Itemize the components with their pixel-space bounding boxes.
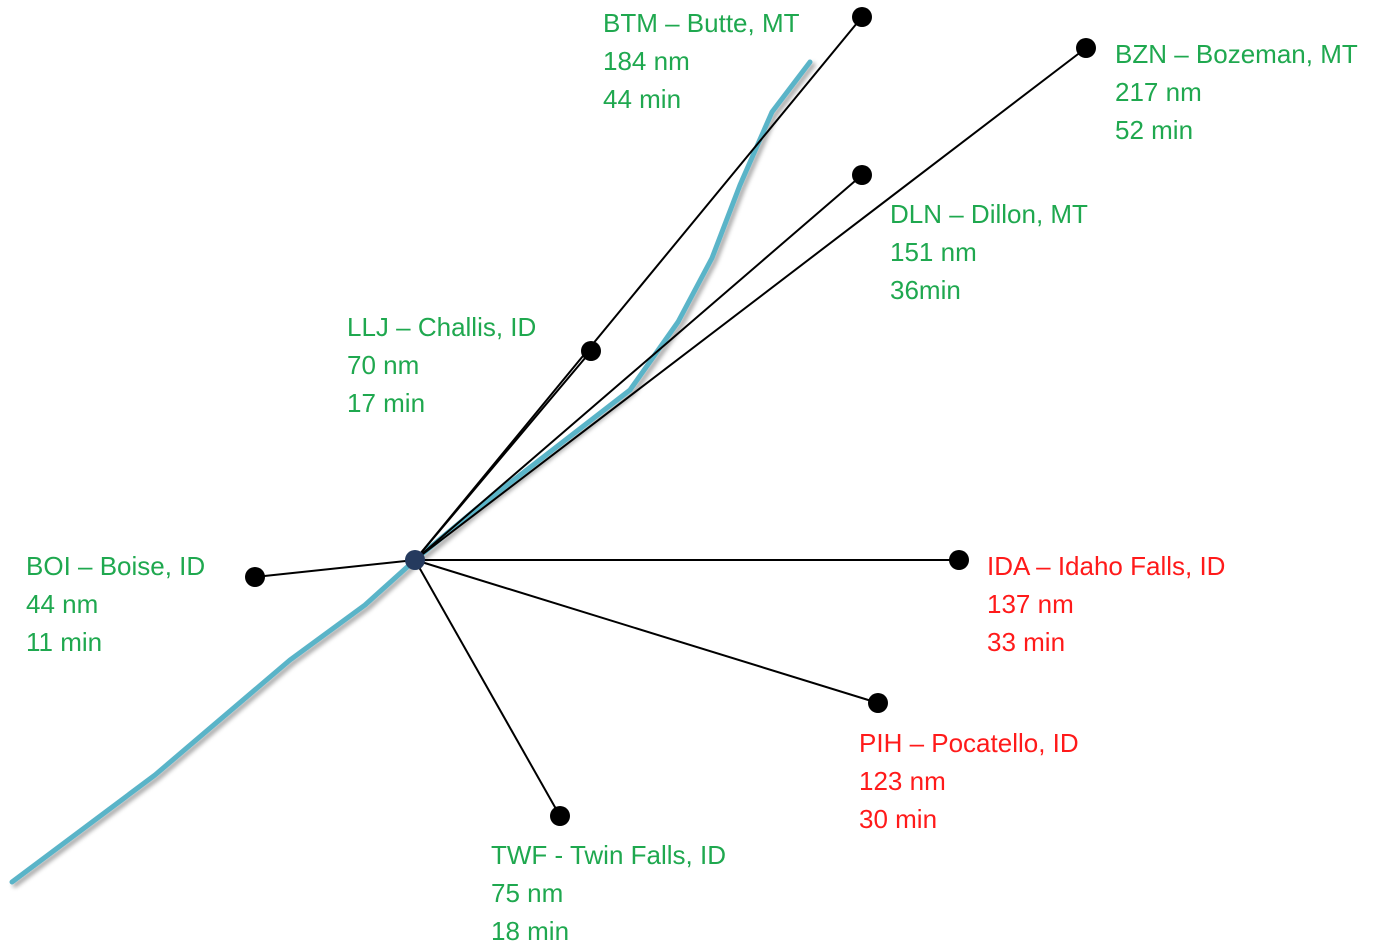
route-line-btm xyxy=(414,16,863,561)
label-dln-name: DLN – Dillon, MT xyxy=(890,199,1088,229)
label-bzn-time: 52 min xyxy=(1115,115,1194,145)
marker-bzn[interactable] xyxy=(1076,38,1096,58)
route-lines xyxy=(254,16,1087,817)
label-dln-time: 36min xyxy=(890,275,961,305)
marker-btm[interactable] xyxy=(852,7,872,27)
label-dln-distance: 151 nm xyxy=(890,237,977,267)
label-boi-distance: 44 nm xyxy=(26,589,99,619)
label-bzn-distance: 217 nm xyxy=(1115,77,1202,107)
label-llj-distance: 70 nm xyxy=(347,350,420,380)
marker-twf[interactable] xyxy=(550,806,570,826)
label-twf: TWF - Twin Falls, ID 75 nm 18 min xyxy=(491,836,726,950)
label-bzn: BZN – Bozeman, MT 217 nm 52 min xyxy=(1115,35,1358,149)
destination-markers xyxy=(245,7,1096,826)
label-llj-name: LLJ – Challis, ID xyxy=(347,312,537,342)
label-twf-distance: 75 nm xyxy=(491,878,564,908)
hub-origin-marker[interactable] xyxy=(405,550,425,570)
marker-llj[interactable] xyxy=(581,341,601,361)
label-bzn-name: BZN – Bozeman, MT xyxy=(1115,39,1358,69)
label-boi-time: 11 min xyxy=(26,627,103,657)
label-pih: PIH – Pocatello, ID 123 nm 30 min xyxy=(859,724,1079,838)
label-ida: IDA – Idaho Falls, ID 137 nm 33 min xyxy=(987,547,1225,661)
label-twf-time: 18 min xyxy=(491,916,570,946)
label-ida-time: 33 min xyxy=(987,627,1066,657)
label-ida-distance: 137 nm xyxy=(987,589,1074,619)
marker-ida[interactable] xyxy=(949,550,969,570)
label-btm: BTM – Butte, MT 184 nm 44 min xyxy=(603,4,800,118)
label-llj: LLJ – Challis, ID 70 nm 17 min xyxy=(347,308,536,422)
label-twf-name: TWF - Twin Falls, ID xyxy=(491,840,726,870)
route-line-llj xyxy=(414,350,592,561)
label-pih-name: PIH – Pocatello, ID xyxy=(859,728,1079,758)
route-line-twf xyxy=(414,559,561,817)
route-line-pih xyxy=(414,559,879,704)
label-dln: DLN – Dillon, MT 151 nm 36min xyxy=(890,195,1088,309)
marker-pih[interactable] xyxy=(868,693,888,713)
label-llj-time: 17 min xyxy=(347,388,426,418)
label-btm-time: 44 min xyxy=(603,84,682,114)
label-boi: BOI – Boise, ID 44 nm 11 min xyxy=(26,547,205,661)
label-pih-distance: 123 nm xyxy=(859,766,946,796)
river-line xyxy=(9,59,813,885)
label-btm-distance: 184 nm xyxy=(603,46,690,76)
route-line-bzn xyxy=(414,47,1087,561)
label-btm-name: BTM – Butte, MT xyxy=(603,8,800,38)
marker-boi[interactable] xyxy=(245,567,265,587)
route-line-dln xyxy=(414,174,863,561)
route-line-boi xyxy=(254,559,416,578)
marker-dln[interactable] xyxy=(852,165,872,185)
label-ida-name: IDA – Idaho Falls, ID xyxy=(987,551,1226,581)
label-boi-name: BOI – Boise, ID xyxy=(26,551,206,581)
label-pih-time: 30 min xyxy=(859,804,938,834)
